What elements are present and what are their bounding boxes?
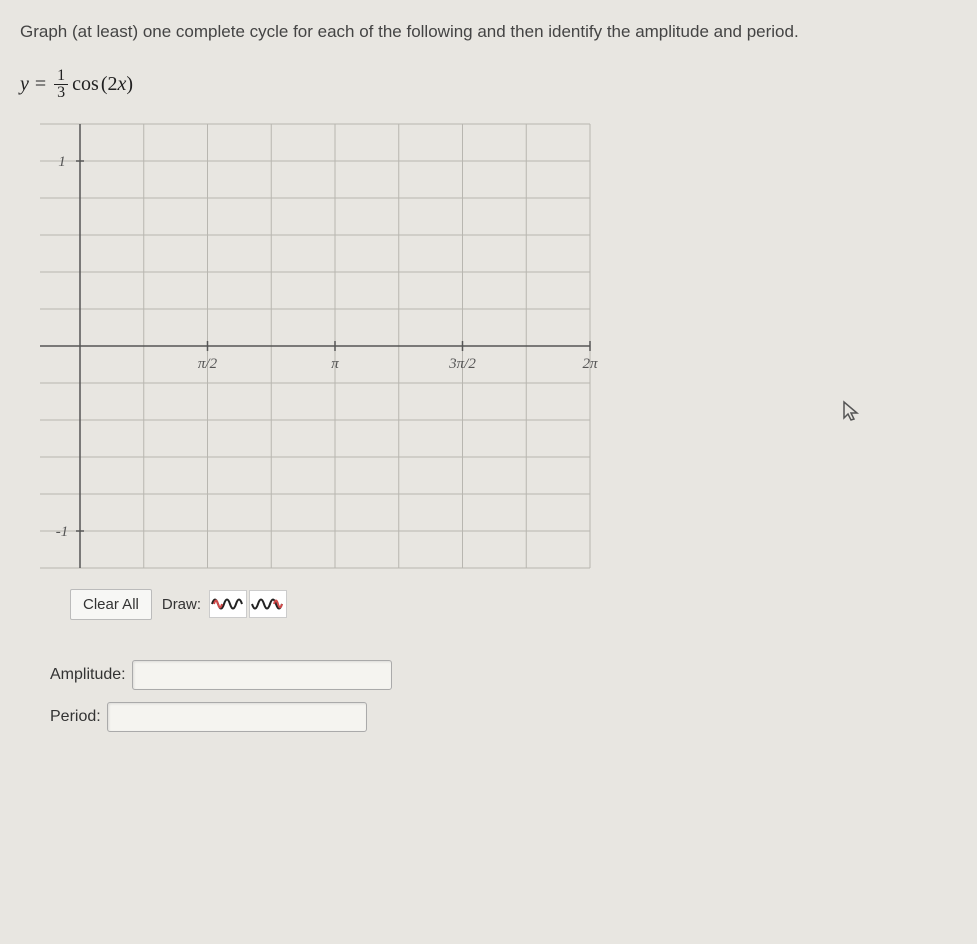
graph-canvas[interactable]: π/2 π 3π/2 2π 1 -1 [20, 121, 600, 571]
svg-text:π: π [331, 356, 339, 372]
graph-svg: π/2 π 3π/2 2π 1 -1 [20, 121, 600, 571]
svg-text:-1: -1 [56, 524, 69, 540]
eq-arg-close: ) [126, 73, 133, 96]
frac-denominator: 3 [54, 85, 68, 101]
period-label: Period: [50, 708, 101, 726]
eq-arg-open: ( [101, 73, 108, 96]
period-row: Period: [50, 702, 957, 732]
eq-arg-var: x [118, 73, 127, 96]
question-text: Graph (at least) one complete cycle for … [20, 20, 957, 44]
eq-arg-coef: 2 [108, 73, 118, 96]
draw-tool-group [209, 590, 287, 618]
draw-label: Draw: [162, 596, 201, 613]
eq-equals: = [35, 73, 46, 96]
wave-tool-2[interactable] [249, 590, 287, 618]
eq-lhs: y [20, 73, 29, 96]
amplitude-input[interactable] [132, 660, 392, 690]
cursor-icon [840, 400, 864, 424]
graph-toolbar: Clear All Draw: [70, 589, 957, 620]
svg-text:3π/2: 3π/2 [448, 356, 476, 372]
amplitude-label: Amplitude: [50, 666, 126, 684]
svg-text:2π: 2π [582, 356, 598, 372]
clear-all-button[interactable]: Clear All [70, 589, 152, 620]
amplitude-row: Amplitude: [50, 660, 957, 690]
equation: y = 1 3 cos ( 2 x ) [20, 68, 957, 101]
frac-numerator: 1 [54, 68, 68, 85]
wave-tool-1[interactable] [209, 590, 247, 618]
period-input[interactable] [107, 702, 367, 732]
svg-text:1: 1 [58, 154, 66, 170]
svg-text:π/2: π/2 [198, 356, 218, 372]
eq-func: cos [72, 73, 99, 96]
eq-fraction: 1 3 [54, 68, 68, 101]
